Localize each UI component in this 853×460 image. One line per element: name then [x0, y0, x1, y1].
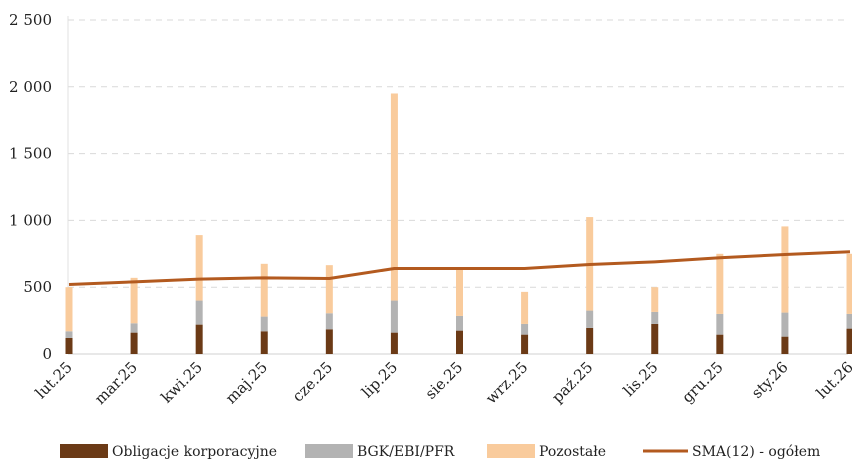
legend-item: BGK/EBI/PFR — [305, 444, 455, 460]
bar-segment-3 — [195, 235, 203, 301]
y-tick-label: 1 000 — [9, 211, 52, 229]
bar-segment-2 — [651, 311, 659, 324]
bar-segment-3 — [651, 287, 659, 312]
bar-segment-3 — [781, 226, 789, 313]
bar-segment-3 — [456, 268, 463, 316]
legend-item: SMA(12) - ogółem — [643, 444, 820, 460]
bar-segment-1 — [521, 334, 529, 354]
bar-segment-2 — [65, 331, 73, 338]
bar-segment-2 — [390, 300, 398, 333]
bar-segment-3 — [716, 253, 724, 314]
bar-segment-3 — [325, 265, 333, 314]
x-tick-label: kwi.25 — [157, 358, 206, 407]
y-tick-label: 500 — [23, 278, 52, 296]
bar-segment-1 — [651, 323, 659, 354]
bar-segment-1 — [260, 331, 268, 354]
legend-label: BGK/EBI/PFR — [357, 444, 455, 460]
bar-segment-3 — [260, 263, 268, 317]
legend-swatch — [305, 444, 353, 458]
y-tick-label: 0 — [42, 345, 52, 363]
bar-segment-1 — [130, 332, 138, 354]
x-axis-ticks: lut.25 mar.25 kwi.25 maj.25 cze.25 lip.25 sie.… — [32, 358, 853, 408]
x-tick-label: lip.25 — [358, 358, 401, 401]
x-tick-label: sie.25 — [422, 358, 467, 403]
y-axis-ticks: 0 500 1 000 1 500 2 000 2 500 — [9, 11, 52, 363]
x-tick-label: mar.25 — [91, 358, 141, 408]
y-tick-label: 1 500 — [9, 145, 52, 163]
bar-segment-3 — [846, 253, 852, 314]
bar-segment-2 — [325, 313, 333, 330]
bar-segment-1 — [586, 327, 594, 354]
bar-segment-2 — [521, 323, 529, 335]
bar-segment-2 — [846, 313, 852, 329]
y-tick-label: 2 500 — [9, 11, 52, 29]
bar-segment-3 — [65, 287, 73, 332]
bar-segment-3 — [390, 93, 398, 301]
bar-segment-2 — [456, 315, 463, 331]
bar-segment-1 — [195, 324, 203, 354]
legend-swatch — [487, 444, 535, 458]
bar-segment-2 — [195, 300, 203, 325]
bar-segment-1 — [781, 336, 789, 354]
bar-segment-1 — [390, 332, 398, 354]
legend-swatch — [60, 444, 108, 458]
bar-segment-3 — [130, 277, 138, 324]
x-tick-label: cze.25 — [289, 358, 336, 405]
bar-segment-2 — [260, 316, 268, 332]
bar-segment-1 — [716, 334, 724, 354]
legend-label: Pozostałe — [539, 444, 606, 460]
x-tick-label: sty.26 — [748, 358, 792, 402]
x-tick-label: paź.25 — [548, 358, 596, 406]
sma-line-layer — [68, 250, 851, 287]
legend-label: SMA(12) - ogółem — [692, 444, 820, 460]
x-tick-label: maj.25 — [222, 358, 271, 407]
x-tick-label: wrz.25 — [482, 358, 531, 407]
legend-item: Pozostałe — [487, 444, 606, 460]
bar-segment-2 — [716, 313, 724, 335]
legend: Obligacje korporacyjne BGK/EBI/PFR Pozosta… — [60, 444, 820, 460]
bar-segment-3 — [521, 291, 529, 324]
legend-item: Obligacje korporacyjne — [60, 444, 277, 460]
y-tick-label: 2 000 — [9, 78, 52, 96]
x-tick-label: lut.26 — [813, 358, 853, 402]
x-tick-label: gru.25 — [678, 358, 726, 406]
sma-line — [68, 250, 851, 287]
bar-segment-1 — [65, 337, 73, 354]
x-tick-label: lis.25 — [620, 358, 662, 400]
bar-segment-2 — [781, 312, 789, 337]
bar-segment-2 — [586, 310, 594, 328]
x-tick-label: lut.25 — [32, 358, 76, 402]
bar-segment-2 — [130, 323, 138, 333]
bar-segment-1 — [325, 329, 333, 354]
bars — [65, 93, 852, 354]
bar-segment-1 — [456, 330, 463, 354]
legend-label: Obligacje korporacyjne — [112, 444, 277, 460]
bar-segment-1 — [846, 328, 852, 354]
